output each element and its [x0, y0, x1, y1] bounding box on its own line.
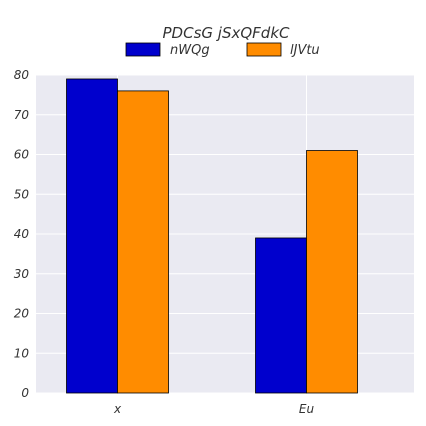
- bar-nWQg-Eu: [256, 238, 307, 393]
- y-tick-label: 10: [14, 346, 30, 360]
- y-tick-label: 70: [14, 108, 30, 122]
- bar-lJVtu-Eu: [307, 151, 358, 393]
- legend-swatch-nWQg: [126, 43, 160, 56]
- bar-lJVtu-x: [118, 91, 169, 393]
- legend-label-nWQg: nWQg: [170, 43, 210, 58]
- chart-title: PDCsG jSxQFdkC: [163, 24, 290, 42]
- y-tick-label: 40: [14, 227, 30, 241]
- legend-label-lJVtu: lJVtu: [290, 43, 320, 58]
- y-tick-label: 60: [14, 148, 30, 162]
- bar-nWQg-x: [67, 79, 118, 393]
- y-tick-label: 80: [14, 68, 30, 82]
- y-tick-label: 20: [14, 307, 30, 321]
- x-tick-label: Eu: [299, 402, 315, 416]
- x-axis: x Eu: [113, 402, 315, 416]
- y-axis: 0 10 20 30 40 50 60 70 80: [14, 68, 30, 400]
- y-tick-label: 0: [21, 386, 29, 400]
- y-tick-label: 30: [14, 267, 30, 281]
- legend-swatch-lJVtu: [247, 43, 281, 56]
- y-tick-label: 50: [14, 187, 30, 201]
- x-tick-label: x: [113, 402, 122, 416]
- legend: nWQg lJVtu: [126, 43, 320, 58]
